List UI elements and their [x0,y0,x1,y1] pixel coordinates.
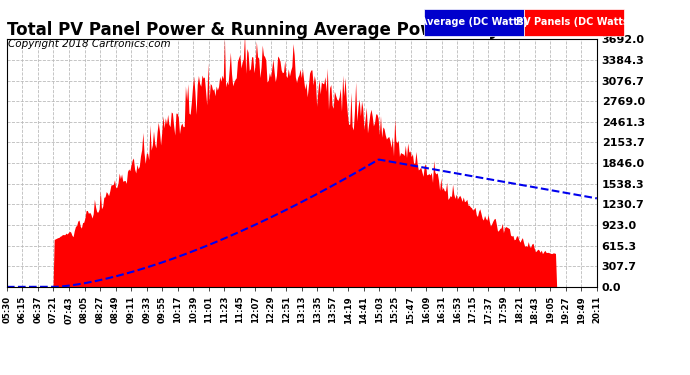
Text: Average (DC Watts): Average (DC Watts) [420,17,529,27]
Text: Copyright 2018 Cartronics.com: Copyright 2018 Cartronics.com [8,39,171,50]
Title: Total PV Panel Power & Running Average Power Fri Jun 1 20:24: Total PV Panel Power & Running Average P… [7,21,597,39]
Text: PV Panels (DC Watts): PV Panels (DC Watts) [516,17,633,27]
